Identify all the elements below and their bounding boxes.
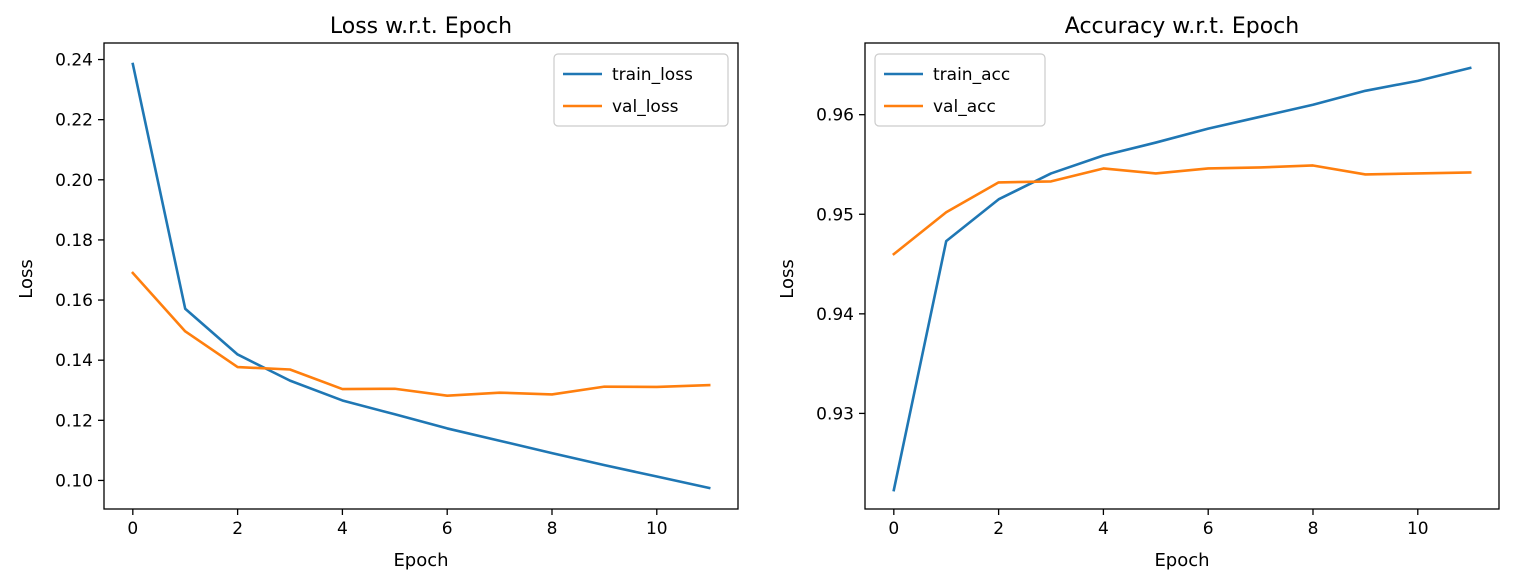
accuracy-chart-xtick-label: 10 (1407, 519, 1429, 539)
accuracy-chart-series-line-train_acc (892, 66, 1472, 492)
loss-chart-frame (103, 42, 739, 510)
accuracy-chart-ytick-label: 0.94 (816, 305, 854, 325)
loss-chart-series-line-val_loss (130, 271, 711, 397)
accuracy-chart-legend-label-train_acc: train_acc (933, 65, 1010, 85)
loss-chart: Loss w.r.t. Epoch Epoch Loss 0 2 4 6 8 10 0.10… (16, 14, 739, 571)
loss-chart-ytick-label: 0.18 (55, 231, 93, 251)
accuracy-chart-ytick-label: 0.95 (816, 205, 854, 225)
loss-chart-ytick-label: 0.20 (55, 171, 93, 191)
loss-chart-title: Loss w.r.t. Epoch (330, 14, 512, 39)
accuracy-chart-plot-area: 0 2 4 6 8 10 0.93 0.94 0.95 0.96 train_acc val_acc (816, 42, 1500, 539)
accuracy-chart-xtick-label: 6 (1203, 519, 1214, 539)
accuracy-chart-xtick-label: 4 (1098, 519, 1109, 539)
loss-chart-series-line-train_loss (131, 62, 711, 490)
accuracy-chart-xtick-label: 0 (888, 519, 899, 539)
loss-chart-legend-box (553, 53, 729, 127)
loss-chart-ytick-label: 0.24 (55, 51, 93, 71)
accuracy-chart-ylabel: Loss (777, 259, 798, 298)
loss-chart-ytick-label: 0.16 (55, 291, 93, 311)
loss-chart-xtick-label: 2 (232, 519, 243, 539)
loss-chart-xtick-label: 8 (547, 519, 558, 539)
loss-chart-ytick-label: 0.12 (55, 411, 93, 431)
loss-chart-xtick-label: 0 (127, 519, 138, 539)
loss-chart-ytick-label: 0.22 (55, 111, 93, 131)
loss-chart-ylabel: Loss (16, 259, 37, 298)
accuracy-chart-title: Accuracy w.r.t. Epoch (1065, 14, 1299, 39)
loss-chart-plot-area: 0 2 4 6 8 10 0.10 0.12 0.14 0.16 0.18 0.20 0.22 0.24 t… (55, 42, 739, 539)
accuracy-chart-series-line-val_acc (891, 164, 1472, 256)
accuracy-chart-xlabel: Epoch (1154, 550, 1209, 571)
loss-chart-xtick-label: 4 (337, 519, 348, 539)
accuracy-chart-legend-box (874, 53, 1046, 127)
accuracy-chart-legend: train_acc val_acc (874, 53, 1046, 127)
loss-chart-ytick-label: 0.14 (55, 351, 93, 371)
loss-chart-xlabel: Epoch (393, 550, 448, 571)
loss-chart-legend: train_loss val_loss (553, 53, 729, 127)
accuracy-chart-ytick-label: 0.93 (816, 404, 854, 424)
loss-chart-ytick-label: 0.10 (55, 471, 93, 491)
loss-chart-xtick-label: 6 (442, 519, 453, 539)
accuracy-chart-legend-label-val_acc: val_acc (933, 97, 996, 117)
accuracy-chart-frame (864, 42, 1500, 510)
accuracy-chart-xtick-label: 2 (993, 519, 1004, 539)
loss-chart-xtick-label: 10 (646, 519, 668, 539)
accuracy-chart-xtick-label: 8 (1308, 519, 1319, 539)
accuracy-chart-ytick-label: 0.96 (816, 106, 854, 126)
loss-chart-legend-label-train_loss: train_loss (612, 65, 693, 85)
loss-chart-legend-label-val_loss: val_loss (612, 97, 679, 117)
accuracy-chart: Accuracy w.r.t. Epoch Epoch Loss 0 2 4 6 8 10… (777, 14, 1500, 571)
